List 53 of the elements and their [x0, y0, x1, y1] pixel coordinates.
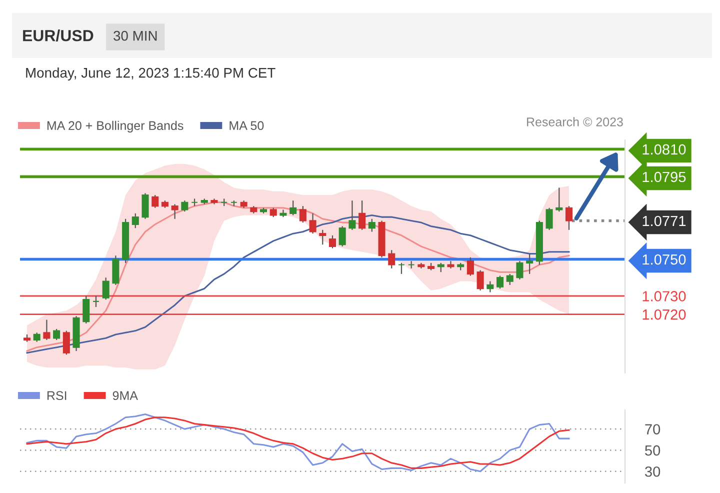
candlestick [476, 270, 484, 291]
y-tick-label: 1.0771 [642, 216, 686, 226]
candlestick [328, 234, 336, 249]
candlestick [319, 229, 326, 246]
candlestick [565, 205, 573, 230]
candlestick [270, 207, 277, 218]
candlestick [53, 328, 60, 341]
y-tick-label: 1.0795 [642, 172, 686, 182]
candlestick [33, 332, 40, 342]
text: 30 MIN [114, 30, 157, 41]
candlestick [466, 256, 474, 276]
candlestick [290, 200, 297, 216]
candlestick [299, 205, 306, 224]
candlestick [132, 212, 139, 229]
y-tick-label: 30 [645, 466, 660, 477]
chart-title: EUR/USD [23, 30, 94, 42]
candlestick [309, 212, 316, 234]
legend-label: MA 50 [230, 121, 264, 130]
legend-label: MA 20 + Bollinger Bands [47, 120, 184, 132]
candlestick [181, 200, 188, 212]
candlestick [112, 255, 120, 286]
candlestick [82, 295, 90, 324]
chart-subtitle: Monday, June 12, 2023 1:15:40 PM CET [26, 68, 276, 80]
y-tick-label: 1.0720 [642, 309, 686, 320]
legend-label: RSI [47, 391, 66, 400]
y-tick-label: 50 [645, 445, 660, 456]
candlestick [152, 194, 159, 208]
candlestick [516, 260, 524, 280]
candlestick [62, 330, 70, 356]
text: Research © 2023 [527, 117, 623, 126]
legend-label: 9MA [112, 391, 138, 400]
candlestick [142, 192, 149, 220]
candlestick [92, 295, 100, 308]
y-tick-label: 1.0810 [642, 144, 686, 155]
candlestick [358, 200, 366, 230]
candlestick [171, 204, 178, 220]
candlestick [368, 218, 376, 232]
candlestick [388, 250, 396, 269]
candlestick [486, 280, 494, 293]
y-tick-label: 1.0750 [642, 254, 686, 265]
candlestick [496, 275, 504, 290]
y-tick-label: 70 [645, 424, 660, 434]
y-tick-label: 1.0730 [642, 291, 686, 302]
candlestick [546, 207, 553, 230]
candlestick [437, 262, 444, 273]
candlestick [556, 187, 563, 212]
candlestick [348, 200, 356, 230]
candlestick [43, 319, 50, 341]
candlestick [398, 262, 405, 274]
candlestick [526, 253, 534, 274]
candlestick [338, 226, 346, 247]
candlestick [506, 273, 514, 286]
candlestick [102, 277, 110, 300]
